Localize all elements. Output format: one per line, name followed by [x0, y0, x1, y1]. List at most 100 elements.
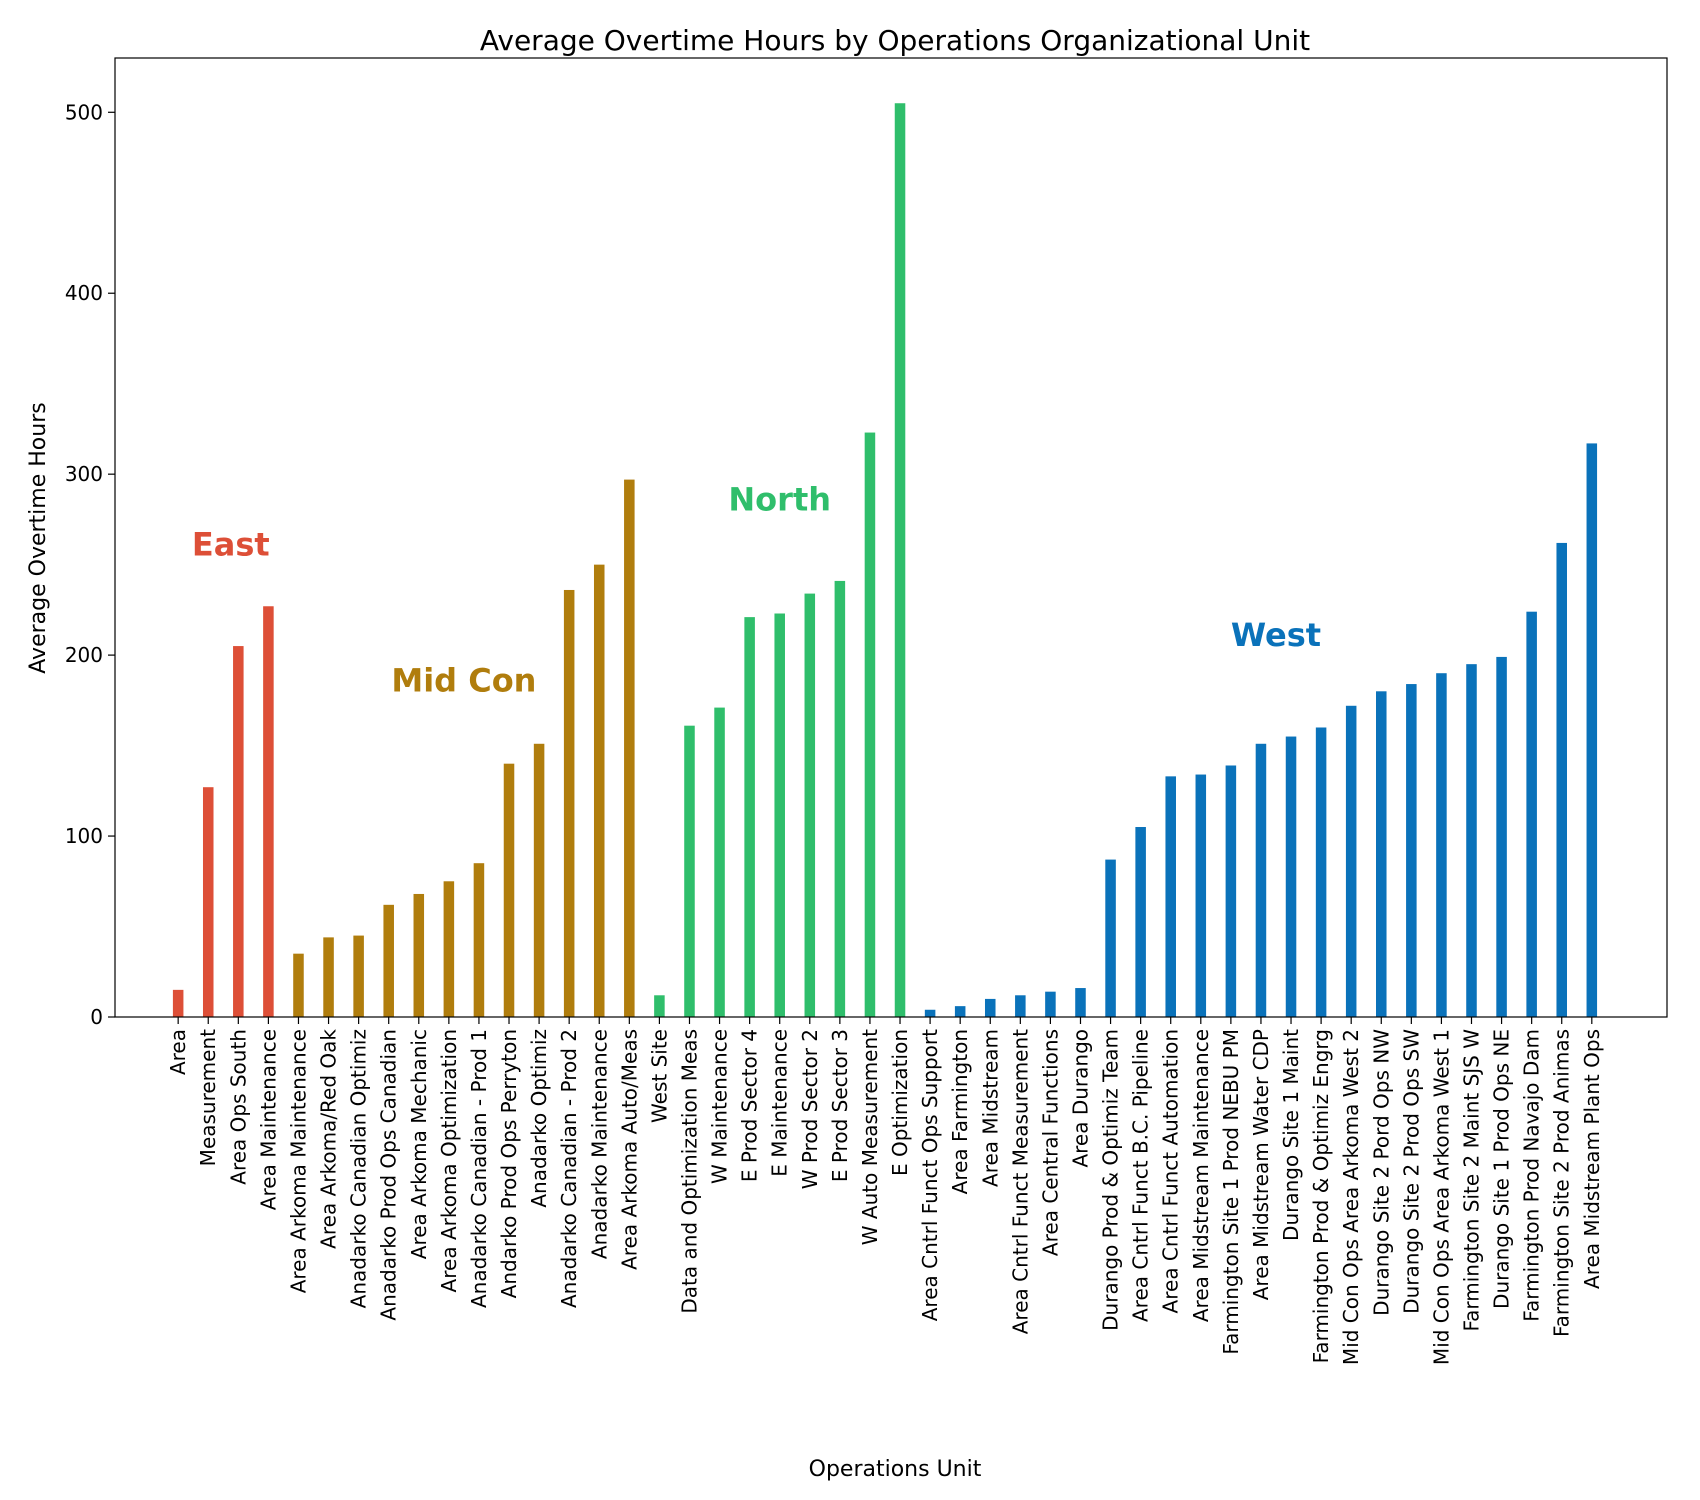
group-label: East	[192, 526, 270, 564]
bar	[804, 593, 816, 1017]
x-tick-label: Anadarko Prod Ops Canadian	[377, 1029, 401, 1321]
bar	[714, 707, 725, 1017]
y-tick-label: 0	[90, 1005, 103, 1029]
bar	[1496, 656, 1507, 1017]
y-tick-label: 200	[65, 643, 103, 667]
group-label: North	[728, 480, 831, 518]
bar	[263, 606, 274, 1017]
bar	[624, 479, 635, 1018]
bar	[503, 763, 515, 1017]
x-tick-label: Area Midstream	[978, 1029, 1002, 1187]
x-tick-label: Area Midstream Water CDP	[1249, 1029, 1273, 1300]
x-tick-label: Area Cntrl Funct Automation	[1159, 1029, 1183, 1313]
x-tick-label: Durango Site 2 Prod Ops SW	[1399, 1029, 1423, 1314]
x-tick-label: West Site	[647, 1029, 671, 1123]
bar	[293, 953, 304, 1017]
bar	[1285, 736, 1297, 1017]
x-tick-label: Anadarko Canadian - Prod 1	[467, 1029, 491, 1308]
x-tick-label: Area	[166, 1029, 190, 1075]
y-tick-label: 400	[65, 281, 103, 305]
y-tick-label: 100	[65, 824, 103, 848]
x-tick-label: Anadarko Maintenance	[587, 1029, 611, 1259]
x-tick-label: Area Cntrl Funct B.C. Pipeline	[1129, 1029, 1153, 1322]
x-axis-title: Operations Unit	[809, 1457, 982, 1482]
x-tick-label: Area Farmington	[948, 1029, 972, 1194]
x-tick-label: Area Midstream Maintenance	[1189, 1029, 1213, 1322]
bar	[1466, 664, 1477, 1017]
x-tick-label: Area Arkoma Auto/Meas	[617, 1029, 641, 1270]
bar	[1195, 774, 1207, 1017]
bar	[353, 935, 364, 1017]
bar	[684, 725, 695, 1017]
bar	[1586, 443, 1598, 1017]
bar	[443, 881, 455, 1017]
x-tick-label: Farmington Site 1 Prod NEBU PM	[1219, 1029, 1243, 1355]
x-tick-label: Area Central Functions	[1038, 1029, 1062, 1256]
bar	[1075, 988, 1086, 1017]
bar	[323, 937, 334, 1017]
x-tick-label: E Prod Sector 3	[828, 1029, 852, 1182]
bar	[894, 103, 906, 1018]
x-tick-label: E Optimization	[888, 1029, 912, 1176]
x-tick-label: Farmington Site 2 Maint SJS W	[1460, 1029, 1484, 1332]
x-tick-label: Farmington Prod Navajo Dam	[1520, 1029, 1544, 1322]
bar	[413, 893, 425, 1017]
x-tick-label: W Auto Measurement	[858, 1029, 882, 1245]
bar	[1255, 743, 1267, 1017]
bar	[593, 564, 605, 1017]
x-tick-label: Durango Site 2 Pord Ops NW	[1369, 1029, 1393, 1316]
bar	[1556, 542, 1567, 1017]
bar	[984, 998, 996, 1017]
bar	[1165, 776, 1176, 1017]
plot-frame	[114, 57, 1668, 1018]
bar	[924, 1009, 936, 1017]
x-tick-label: Anadarko Canadian Optimiz	[347, 1029, 371, 1308]
x-tick-label: Area Cntrl Funct Ops Support	[918, 1029, 942, 1321]
bar	[1406, 684, 1417, 1017]
x-tick-label: Anadarko Canadian - Prod 2	[557, 1029, 581, 1308]
bar	[1315, 727, 1327, 1017]
bar	[864, 432, 876, 1017]
bar	[1045, 991, 1056, 1017]
bar	[202, 787, 214, 1017]
bar	[172, 989, 184, 1017]
group-label: West	[1231, 616, 1321, 654]
chart-title: Average Overtime Hours by Operations Org…	[480, 24, 1310, 57]
plot-area: 0 100 200 300 400 500 Area Measurement Area Ops …	[65, 57, 1668, 1365]
y-tick-label: 300	[65, 462, 103, 486]
bar	[1345, 705, 1357, 1017]
x-tick-label: Anadarko Optimiz	[527, 1029, 551, 1208]
bar	[233, 646, 244, 1017]
x-tick-label: Farmington Prod & Optimiz Engrg	[1309, 1029, 1333, 1363]
bar	[1015, 995, 1026, 1017]
x-tick-label: Area Arkoma Maintenance	[286, 1029, 310, 1293]
bar	[654, 995, 665, 1017]
x-tick-label: Farmington Site 2 Prod Animas	[1550, 1029, 1574, 1337]
x-tick-label: Data and Optimization Meas	[677, 1029, 701, 1314]
group-label: Mid Con	[391, 661, 536, 699]
bar	[834, 580, 846, 1017]
x-tick-label: Area Durango	[1068, 1029, 1092, 1168]
x-tick-label: Area Arkoma Optimization	[437, 1029, 461, 1292]
bar	[383, 904, 394, 1017]
x-tick-label: Durango Site 1 Maint	[1279, 1029, 1303, 1241]
bar	[744, 617, 755, 1017]
bar	[1225, 765, 1237, 1017]
x-tick-label: Mid Con Ops Area Arkoma West 1	[1429, 1029, 1453, 1365]
x-tick-label: Andarko Prod Ops Perryton	[497, 1029, 521, 1298]
x-tick-label: Durango Prod & Optimiz Team	[1099, 1029, 1123, 1331]
bar	[533, 743, 545, 1017]
x-tick-label: Area Cntrl Funct Measurement	[1008, 1029, 1032, 1334]
y-tick-label: 500	[65, 100, 103, 124]
bar	[1526, 611, 1537, 1017]
x-tick-label: Area Arkoma Mechanic	[407, 1029, 431, 1259]
x-tick-label: E Prod Sector 4	[738, 1029, 762, 1182]
x-tick-label: Area Arkoma/Red Oak	[317, 1029, 341, 1249]
bar	[1376, 691, 1387, 1017]
bar	[954, 1006, 966, 1017]
x-tick-label: W Prod Sector 2	[798, 1029, 822, 1189]
bar	[1135, 827, 1146, 1017]
y-axis-title: Average Overtime Hours	[26, 402, 51, 673]
